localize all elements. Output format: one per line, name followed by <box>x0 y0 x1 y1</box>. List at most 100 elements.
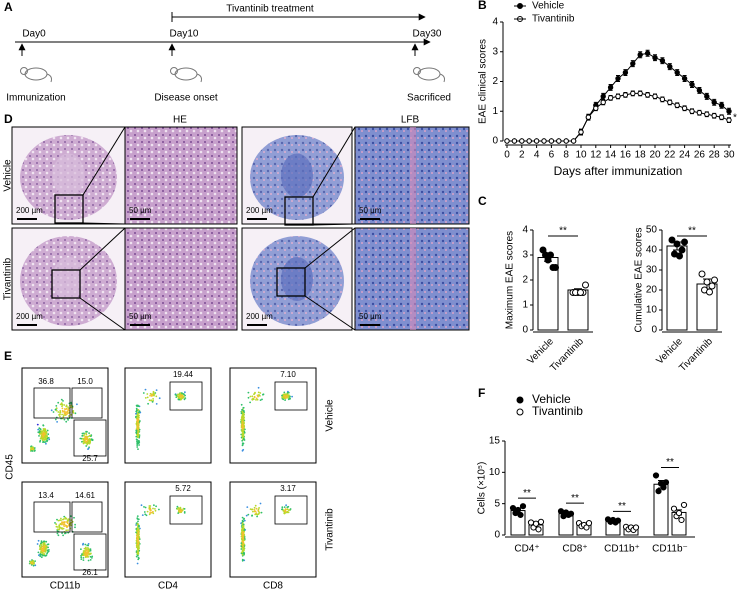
flow-event <box>84 436 87 439</box>
flow-event <box>64 532 66 535</box>
flow-event <box>41 547 43 550</box>
flow-event <box>59 411 61 414</box>
flow-event <box>257 391 260 394</box>
legend-label: Vehicle <box>532 392 571 406</box>
flow-event <box>241 538 244 541</box>
data-point <box>652 93 658 100</box>
flow-event <box>55 405 58 407</box>
data-point <box>577 289 584 296</box>
data-point <box>614 517 622 524</box>
flow-event <box>44 548 47 551</box>
fiber-tract <box>410 127 416 224</box>
flow-event <box>84 438 86 441</box>
scale-bar-label: 200 µm <box>16 206 43 215</box>
y-axis-label: Maximum EAE scores <box>505 231 516 329</box>
flow-event <box>144 397 147 399</box>
flow-event <box>283 506 286 508</box>
flow-event <box>54 522 56 524</box>
data-point <box>600 93 606 100</box>
flow-event <box>135 524 138 526</box>
gate <box>169 495 203 525</box>
flow-event <box>136 528 139 530</box>
flow-event <box>66 526 68 529</box>
flow-event <box>45 442 47 445</box>
flow-event <box>47 433 50 436</box>
legend-marker <box>516 396 524 404</box>
y-axis-label: EAE clinical scores <box>478 39 489 124</box>
flow-event <box>86 555 88 557</box>
flow-event <box>241 528 243 531</box>
grey-matter <box>52 153 85 198</box>
flow-event <box>41 549 43 551</box>
data-point <box>655 488 662 495</box>
x-tick-label: CD11b⁻ <box>652 544 688 555</box>
flow-event <box>181 509 184 511</box>
data-point <box>533 138 540 144</box>
flow-event <box>63 412 66 415</box>
flow-event <box>43 437 45 440</box>
flow-event <box>50 409 53 412</box>
panel-letter: B <box>478 0 487 12</box>
flow-event <box>281 394 283 397</box>
zoom-image <box>124 126 238 225</box>
data-point <box>527 519 535 526</box>
flow-event <box>178 510 181 513</box>
flow-event <box>253 509 256 511</box>
flow-event <box>42 441 44 443</box>
flow-event <box>247 391 250 394</box>
flow-event <box>184 391 186 394</box>
flow-event <box>255 512 258 514</box>
flow-event <box>242 413 245 416</box>
x-tick-label: 4 <box>534 150 540 161</box>
data-point <box>567 510 575 517</box>
flow-event <box>63 410 66 413</box>
flow-event <box>33 562 35 565</box>
flow-event <box>87 447 90 450</box>
flow-event <box>85 433 88 436</box>
flow-event <box>177 393 180 396</box>
legend-marker <box>516 408 524 416</box>
legend-label: Vehicle <box>532 1 565 12</box>
flow-event <box>241 449 244 452</box>
data-point <box>509 504 517 512</box>
flow-event <box>82 543 84 546</box>
y-axis-label: Cells (×10⁵) <box>477 462 488 515</box>
y-tick-label: 15 <box>489 436 501 447</box>
y-tick-label: 30 <box>646 265 658 276</box>
flow-event <box>48 438 51 441</box>
data-point <box>678 246 686 254</box>
scale-bar-label: 50 µm <box>359 312 382 321</box>
significance-label: ** <box>523 488 531 499</box>
flow-event <box>151 395 153 397</box>
flow-event <box>87 556 90 558</box>
flow-event <box>56 518 58 521</box>
gate-label: 13.4 <box>38 491 54 500</box>
flow-event <box>135 407 138 410</box>
flow-event <box>149 505 152 507</box>
x-tick-label: 12 <box>590 150 602 161</box>
data-point <box>622 69 629 76</box>
x-tick-label: Tivantinib <box>548 336 586 374</box>
flow-event <box>31 450 33 452</box>
flow-event <box>59 403 62 406</box>
flow-event <box>47 543 50 546</box>
flow-event <box>286 393 289 396</box>
flow-event <box>241 429 244 432</box>
flow-event <box>43 553 46 555</box>
x-tick-label: 20 <box>649 150 661 161</box>
data-point <box>676 252 683 260</box>
flow-event <box>152 507 154 510</box>
flow-event <box>241 424 244 427</box>
data-point <box>585 519 593 527</box>
flow-event <box>87 547 89 549</box>
flow-event <box>85 546 87 549</box>
flow-event <box>241 414 244 417</box>
x-tick-label: 2 <box>519 150 525 161</box>
flow-event <box>241 540 244 543</box>
flow-event <box>287 505 290 508</box>
flow-event <box>287 397 289 399</box>
flow-event <box>34 560 36 562</box>
scale-bar-label: 200 µm <box>16 312 43 321</box>
flow-event <box>283 394 286 397</box>
